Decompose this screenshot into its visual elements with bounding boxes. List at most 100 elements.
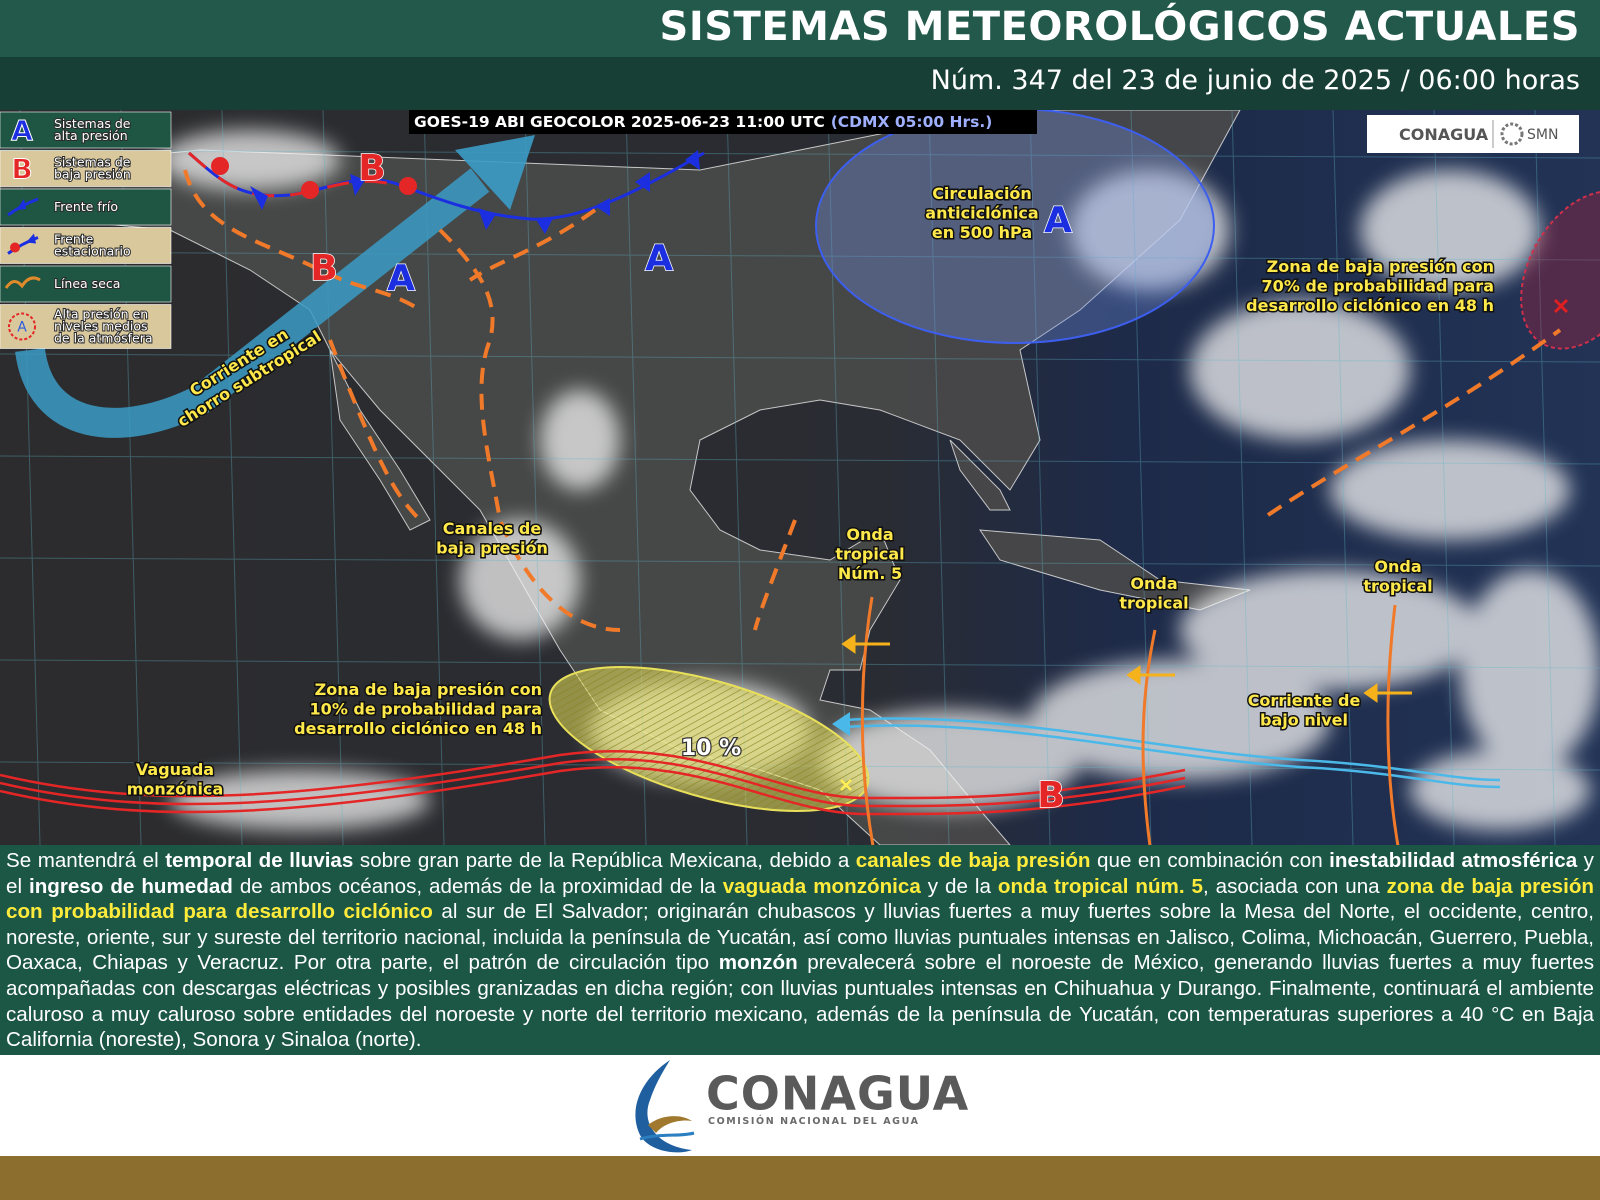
logo-box [1367,115,1579,153]
legend-icon [26,233,36,244]
meridian [1029,110,1051,845]
map-label-line: Vaguada [136,760,214,779]
map-label: Canales de baja presión [436,519,548,558]
parallel [0,251,1600,261]
map-label: Circulación anticiclónica en 500 hPa [925,184,1038,242]
stationary-front [188,151,411,198]
legend-symbol: B [11,153,32,186]
pressure-letter: A [387,258,415,299]
low-center [840,779,852,791]
legend-label: Frente frío [54,199,118,214]
bulletin-segment: inestabilidad atmosférica [1329,849,1578,872]
map-label-line: Onda [846,525,893,544]
pressure-letter: B [310,248,337,289]
legend-label: Sistemas de baja presión [54,155,131,182]
low-center [1553,298,1569,314]
bulletin-segment: y de la [920,874,998,898]
land [0,110,1251,845]
map-label-line: anticiclónica [925,204,1038,223]
pressure-letter: A [645,238,673,279]
map-label-line: Zona de baja presión con [1267,257,1494,276]
map-label-line: desarrollo ciclónico en 48 h [294,719,542,738]
legend-label: Sistemas de alta presión [54,116,131,143]
footer-name: CONAGUA [706,1067,969,1121]
logo-smn: SMN [1527,127,1558,143]
map-label-line: tropical [835,545,904,564]
legend-label-line: Sistemas de [54,116,131,131]
map-label-line: monzónica [127,780,224,799]
map-label-line: tropical [1363,577,1432,596]
map-label: Zona de baja presión con 10% de probabili… [294,680,542,738]
map-label: Vaguada monzónica [127,760,224,799]
legend-label-line: de la atmósfera [54,331,153,346]
legend-icon [16,199,26,210]
jet-arrowhead [832,712,850,736]
anticyclone-area [815,110,1215,344]
bulletin: Se mantendrá el temporal de lluvias sobr… [0,845,1600,1055]
map-label-line: Zona de baja presión con [315,680,542,699]
satellite-banner [409,110,1037,134]
meridian [524,110,546,845]
pressure-letter: B [1037,775,1064,816]
meridian [1231,110,1253,845]
pacific-low-zone [548,666,870,812]
legend-label-line: niveles medios [54,319,148,334]
parallel [0,659,1600,669]
legend-label-line: Frente [54,232,94,247]
bulletin-segment: ingreso de humedad [29,874,233,898]
footer-band [0,1156,1600,1200]
map-label: Onda tropical [1119,574,1188,613]
legend-row [0,227,172,264]
zone-percent: 10 % [681,736,741,761]
bulletin-segment: prevalecerá sobre el noroeste de México,… [6,951,1594,1052]
title-band: SISTEMAS METEOROLÓGICOS ACTUALES [0,0,1600,57]
logo-conagua: CONAGUA [1399,125,1489,144]
atlantic-low-zone [1520,190,1600,350]
legend-label: Alta presión en niveles medios de la atmós… [54,307,153,346]
legend-label-line: Sistemas de [54,155,131,170]
warm-bumps [211,157,417,199]
legend-row [0,188,172,226]
footer-logo: CONAGUA COMISIÓN NACIONAL DEL AGUA [635,1060,969,1153]
map-label: Zona de baja presión con 70% de probabili… [1246,257,1494,315]
bulletin-segment: de ambos océanos, además de la proximida… [232,874,723,898]
map-label-line: Núm. 5 [838,564,902,583]
map-label-line: Circulación [932,184,1032,203]
map-label-line: bajo nivel [1260,711,1348,730]
map-label-line: Onda [1374,557,1421,576]
bulletin-segment: monzón [718,951,798,975]
logo-swoosh [635,1060,692,1153]
bulletin-segment: sobre gran parte de la República Mexican… [353,849,856,872]
legend-symbol: A [17,320,27,336]
pressure-letter: B [358,148,385,189]
title: SISTEMAS METEOROLÓGICOS ACTUALES [659,4,1580,50]
legend-icon [7,236,39,255]
meridian [1332,110,1354,845]
legend-row [0,265,172,303]
footer-full-name: COMISIÓN NACIONAL DEL AGUA [708,1115,920,1127]
meridian [928,110,950,845]
legend-icon [8,312,36,341]
map-label-line: desarrollo ciclónico en 48 h [1246,296,1494,315]
satellite-name: GOES-19 ABI GEOCOLOR 2025-06-23 11:00 UT… [414,113,825,131]
satellite-caption: GOES-19 ABI GEOCOLOR 2025-06-23 11:00 UT… [414,113,992,131]
jet-arrowhead [455,135,535,210]
logo-wave [639,1131,695,1141]
legend-label-line: baja presión [54,167,131,182]
bulletin-segment: al sur de El Salvador; originarán chubas… [6,900,1594,975]
map-label-line: Canales de [443,519,542,538]
subtitle-band: Núm. 347 del 23 de junio de 2025 / 06:00… [0,57,1600,110]
meridian [1130,110,1152,845]
legend-row [0,150,172,187]
legend-symbol: A [11,114,33,147]
troughs [183,169,1562,632]
meridian [1534,110,1556,845]
subtropical-jet [15,168,490,438]
meridian [322,110,344,845]
legend-icon [10,242,20,253]
low-level-jet [844,717,1501,789]
map-label-line: Corriente de [1248,691,1361,710]
